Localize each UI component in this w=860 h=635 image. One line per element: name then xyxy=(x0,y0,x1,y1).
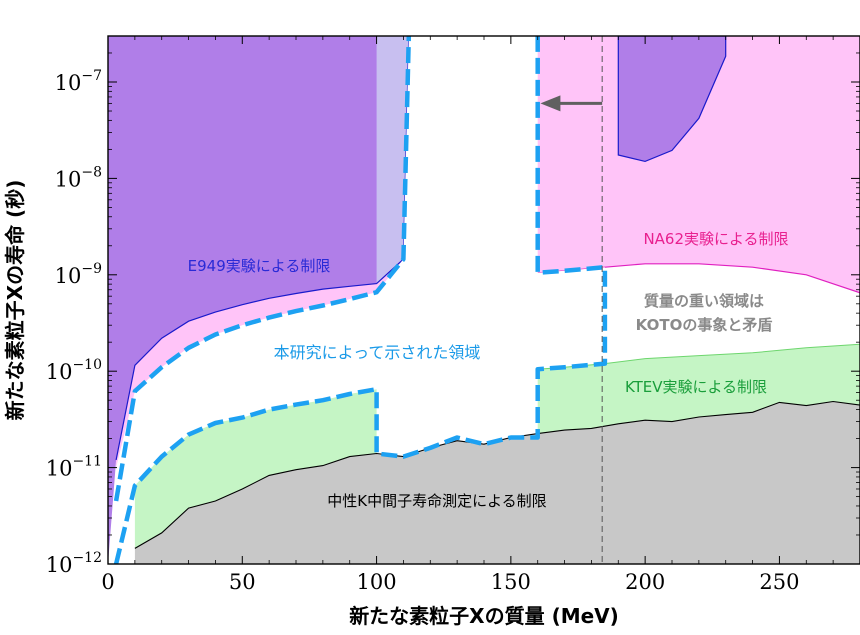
x-tick-label: 150 xyxy=(491,570,531,594)
ktev-region-left xyxy=(134,389,377,549)
e949-overlap-band xyxy=(376,36,409,284)
x-tick-label: 100 xyxy=(357,570,397,594)
x-tick-label: 50 xyxy=(229,570,256,594)
e949-region xyxy=(108,36,409,564)
neutral-k-region xyxy=(134,401,860,564)
y-tick-label: 10−12 xyxy=(46,550,102,577)
neutral-k-label: 中性K中間子寿命測定による制限 xyxy=(327,492,546,510)
boundary-upper xyxy=(113,36,412,502)
boundary-layer xyxy=(113,36,608,564)
y-tick-label: 10−9 xyxy=(55,261,102,288)
e949-label: E949実験による制限 xyxy=(188,257,331,275)
ktev-region-right xyxy=(537,344,860,434)
x-axis-title: 新たな素粒子Xの質量 (MeV) xyxy=(349,604,619,628)
koto-label-line1: 質量の重い領域は xyxy=(644,292,764,310)
region-labels: E949実験による制限 NA62実験による制限 KTEV実験による制限 中性K中… xyxy=(188,230,789,510)
koto-label-line2: KOTOの事象と矛盾 xyxy=(636,316,773,334)
e949-line xyxy=(115,36,410,461)
x-tick-label: 250 xyxy=(759,570,799,594)
ktev-label: KTEV実験による制限 xyxy=(625,378,767,396)
x-axis: 0 50 100 150 200 250 xyxy=(101,36,834,594)
allowed-region xyxy=(116,36,605,564)
boundary-label: 本研究によって示された領域 xyxy=(274,343,481,362)
boundary-lower xyxy=(113,36,608,564)
y-tick-label: 10−7 xyxy=(55,68,102,95)
koto-arrow-head xyxy=(540,95,561,112)
y-axis-title: 新たな素粒子Xの寿命 (秒) xyxy=(3,180,27,421)
x-tick-label: 0 xyxy=(101,570,114,594)
x-tick-label: 200 xyxy=(625,570,665,594)
na62-label: NA62実験による制限 xyxy=(643,230,788,248)
ktev-line xyxy=(537,343,860,370)
koto-layer xyxy=(540,36,603,564)
y-tick-label: 10−10 xyxy=(46,357,102,384)
y-tick-label: 10−8 xyxy=(55,164,102,191)
y-tick-label: 10−11 xyxy=(46,454,102,481)
constraint-regions xyxy=(108,36,860,564)
y-axis: 10−12 10−11 10−10 10−9 10−8 10−7 xyxy=(46,35,860,577)
